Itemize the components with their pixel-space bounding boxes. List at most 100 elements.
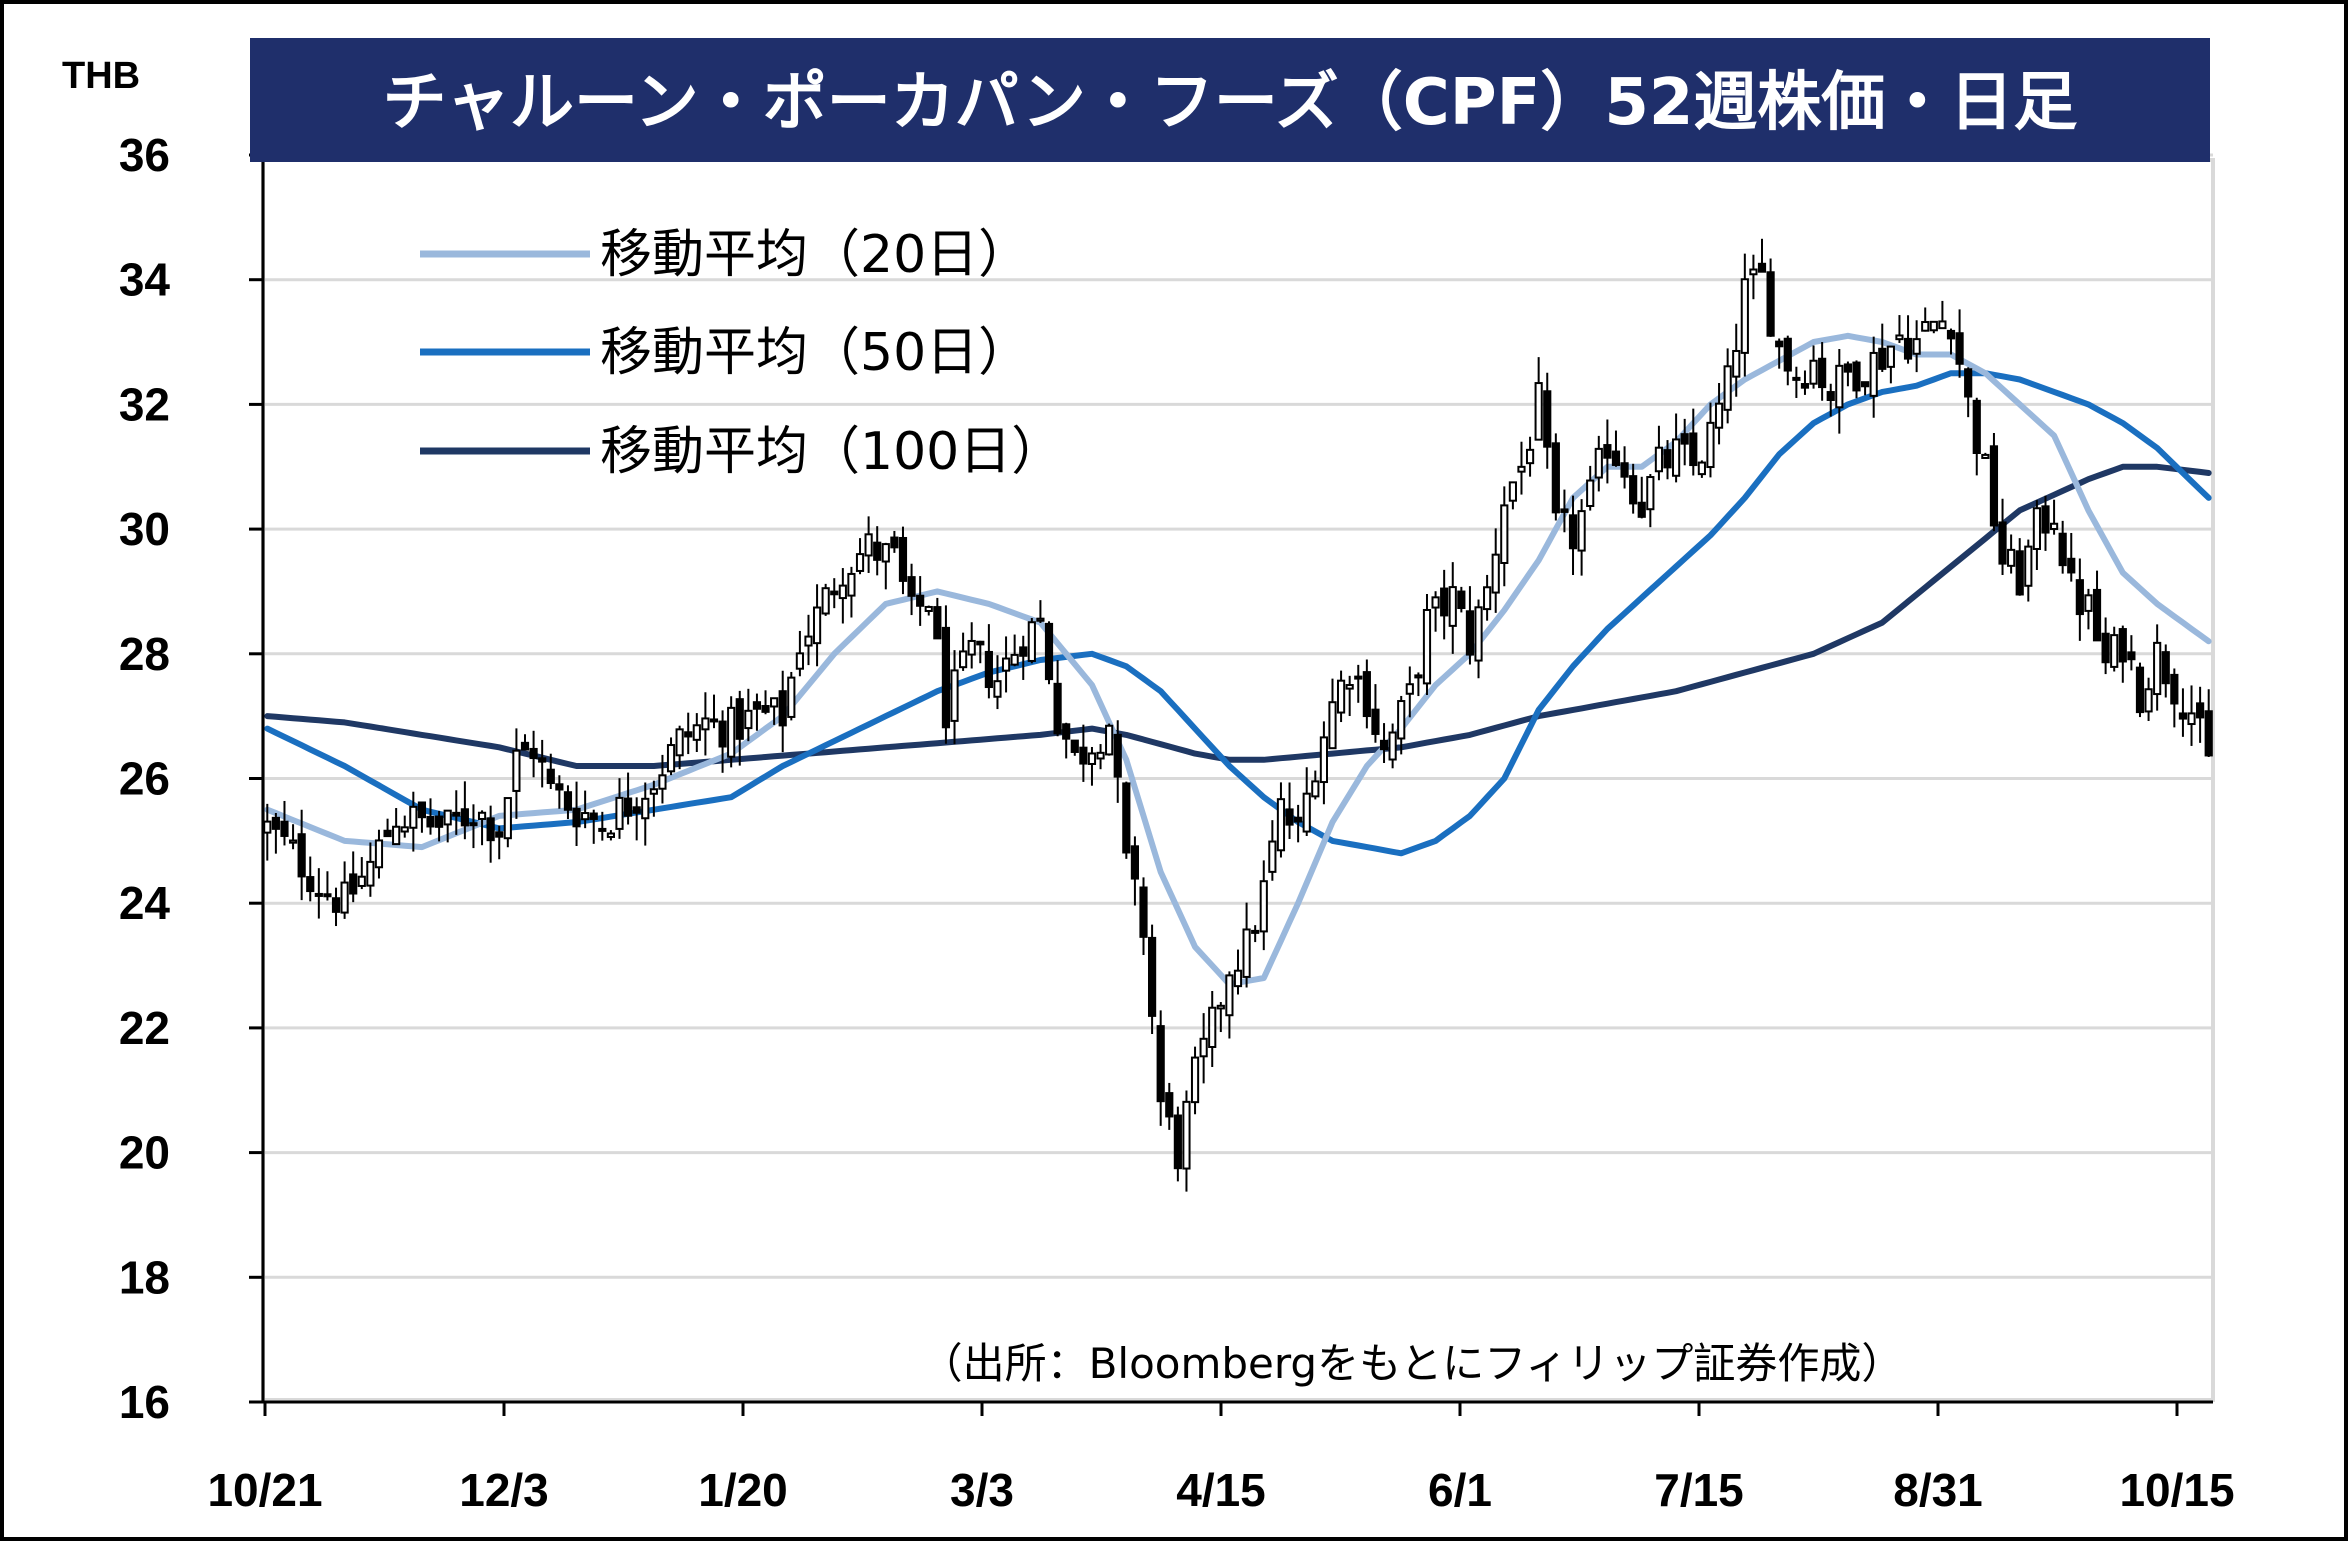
candle-body [288,839,298,844]
candle-body [1259,880,1268,933]
candle-body [718,720,727,748]
candle-body [735,698,744,740]
candle-body [649,788,658,795]
y-unit-label: THB [62,55,140,97]
candle-body [1019,646,1028,657]
candle-body [263,820,272,834]
candle-body [967,639,976,656]
candle-body [675,728,684,757]
candle-body [374,839,384,869]
candle-body [744,709,753,730]
candle-body [1422,608,1432,685]
candle-body [1740,278,1749,354]
candle-body [924,605,933,612]
candle-body [1646,476,1655,511]
candle-body [804,635,813,647]
candle-body [1672,438,1681,477]
candle-body [1105,724,1114,756]
candle-body [821,587,830,615]
candle-body [984,650,993,689]
candle-body [1895,334,1904,341]
candle-body [297,833,306,878]
candle-body [1319,736,1328,784]
candle-body [1998,521,2007,565]
candle-body [1156,1025,1165,1103]
candle-body [280,820,289,837]
candle-body [1972,399,1981,455]
candle-body [357,875,366,887]
candle-body [1036,617,1045,622]
candle-body [959,650,968,669]
candle-body [323,893,332,898]
candle-body [752,701,762,710]
candle-body [1328,701,1337,750]
candle-body [1431,596,1440,609]
candle-body [1294,816,1303,823]
candle-body [1663,449,1672,469]
candle-body [1697,461,1706,476]
candle-body [2127,651,2136,661]
candle-body [666,744,676,773]
candle-body [392,825,401,846]
y-tick-label: 28 [119,628,170,680]
candle-body [1311,780,1320,798]
candle-body [1878,347,1887,370]
candle-body [1070,739,1079,753]
candle-body [658,774,667,790]
candle-body [1560,508,1569,513]
candle-body [2058,532,2067,567]
candle-body [1629,475,1638,505]
candle-body [1457,590,1466,610]
candle-body [2135,666,2145,714]
candle-body [435,815,444,828]
x-tick-label: 7/15 [1654,1464,1744,1516]
candle-body [417,801,427,819]
candle-body [1732,349,1741,378]
candle-body [520,741,530,751]
candle-body [409,805,418,829]
candle-body [2170,673,2179,705]
candle-body [1938,320,1947,330]
candle-body [1637,501,1646,518]
candle-body [1869,351,1878,397]
y-tick-label: 32 [119,378,170,430]
candle-body [1414,674,1423,679]
candle-body [2153,641,2162,696]
candle-body [1448,586,1457,627]
candle-body [838,584,847,600]
candle-body [1586,479,1595,507]
candle-body [2015,550,2024,596]
candle-body [1276,798,1286,852]
candle-body [452,811,461,817]
candle-body [993,680,1002,698]
candle-body [460,808,469,827]
candle-body [538,757,547,763]
candle-body [1113,733,1122,778]
candle-body [1044,622,1054,681]
candle-body [2041,505,2050,534]
candle-body [1689,432,1698,467]
candle-body [1345,684,1354,690]
candle-body [1225,974,1234,1017]
candle-body [1397,700,1406,740]
candle-body [950,669,959,722]
candle-body [873,541,882,561]
y-tick-label: 34 [119,254,171,306]
candle-body [589,812,598,820]
chart-title: チャルーン・ポーカパン・フーズ（CPF）52週株価・日足 [383,66,2078,140]
candle-body [812,606,822,645]
candle-body [1285,808,1294,826]
x-tick-label: 4/15 [1176,1464,1266,1516]
candle-body [1508,481,1517,502]
x-tick-label: 10/15 [2119,1464,2234,1516]
candle-body [469,822,478,827]
candle-body [1053,682,1062,735]
candle-body [641,797,650,820]
y-axis-ticks: 36 34 32 30 28 26 24 22 20 18 16 [119,129,263,1428]
candle-body [855,553,865,572]
candle-body [1001,657,1011,672]
legend-label-ma20: 移動平均（20日） [600,225,1030,285]
candle-body [1714,402,1724,429]
